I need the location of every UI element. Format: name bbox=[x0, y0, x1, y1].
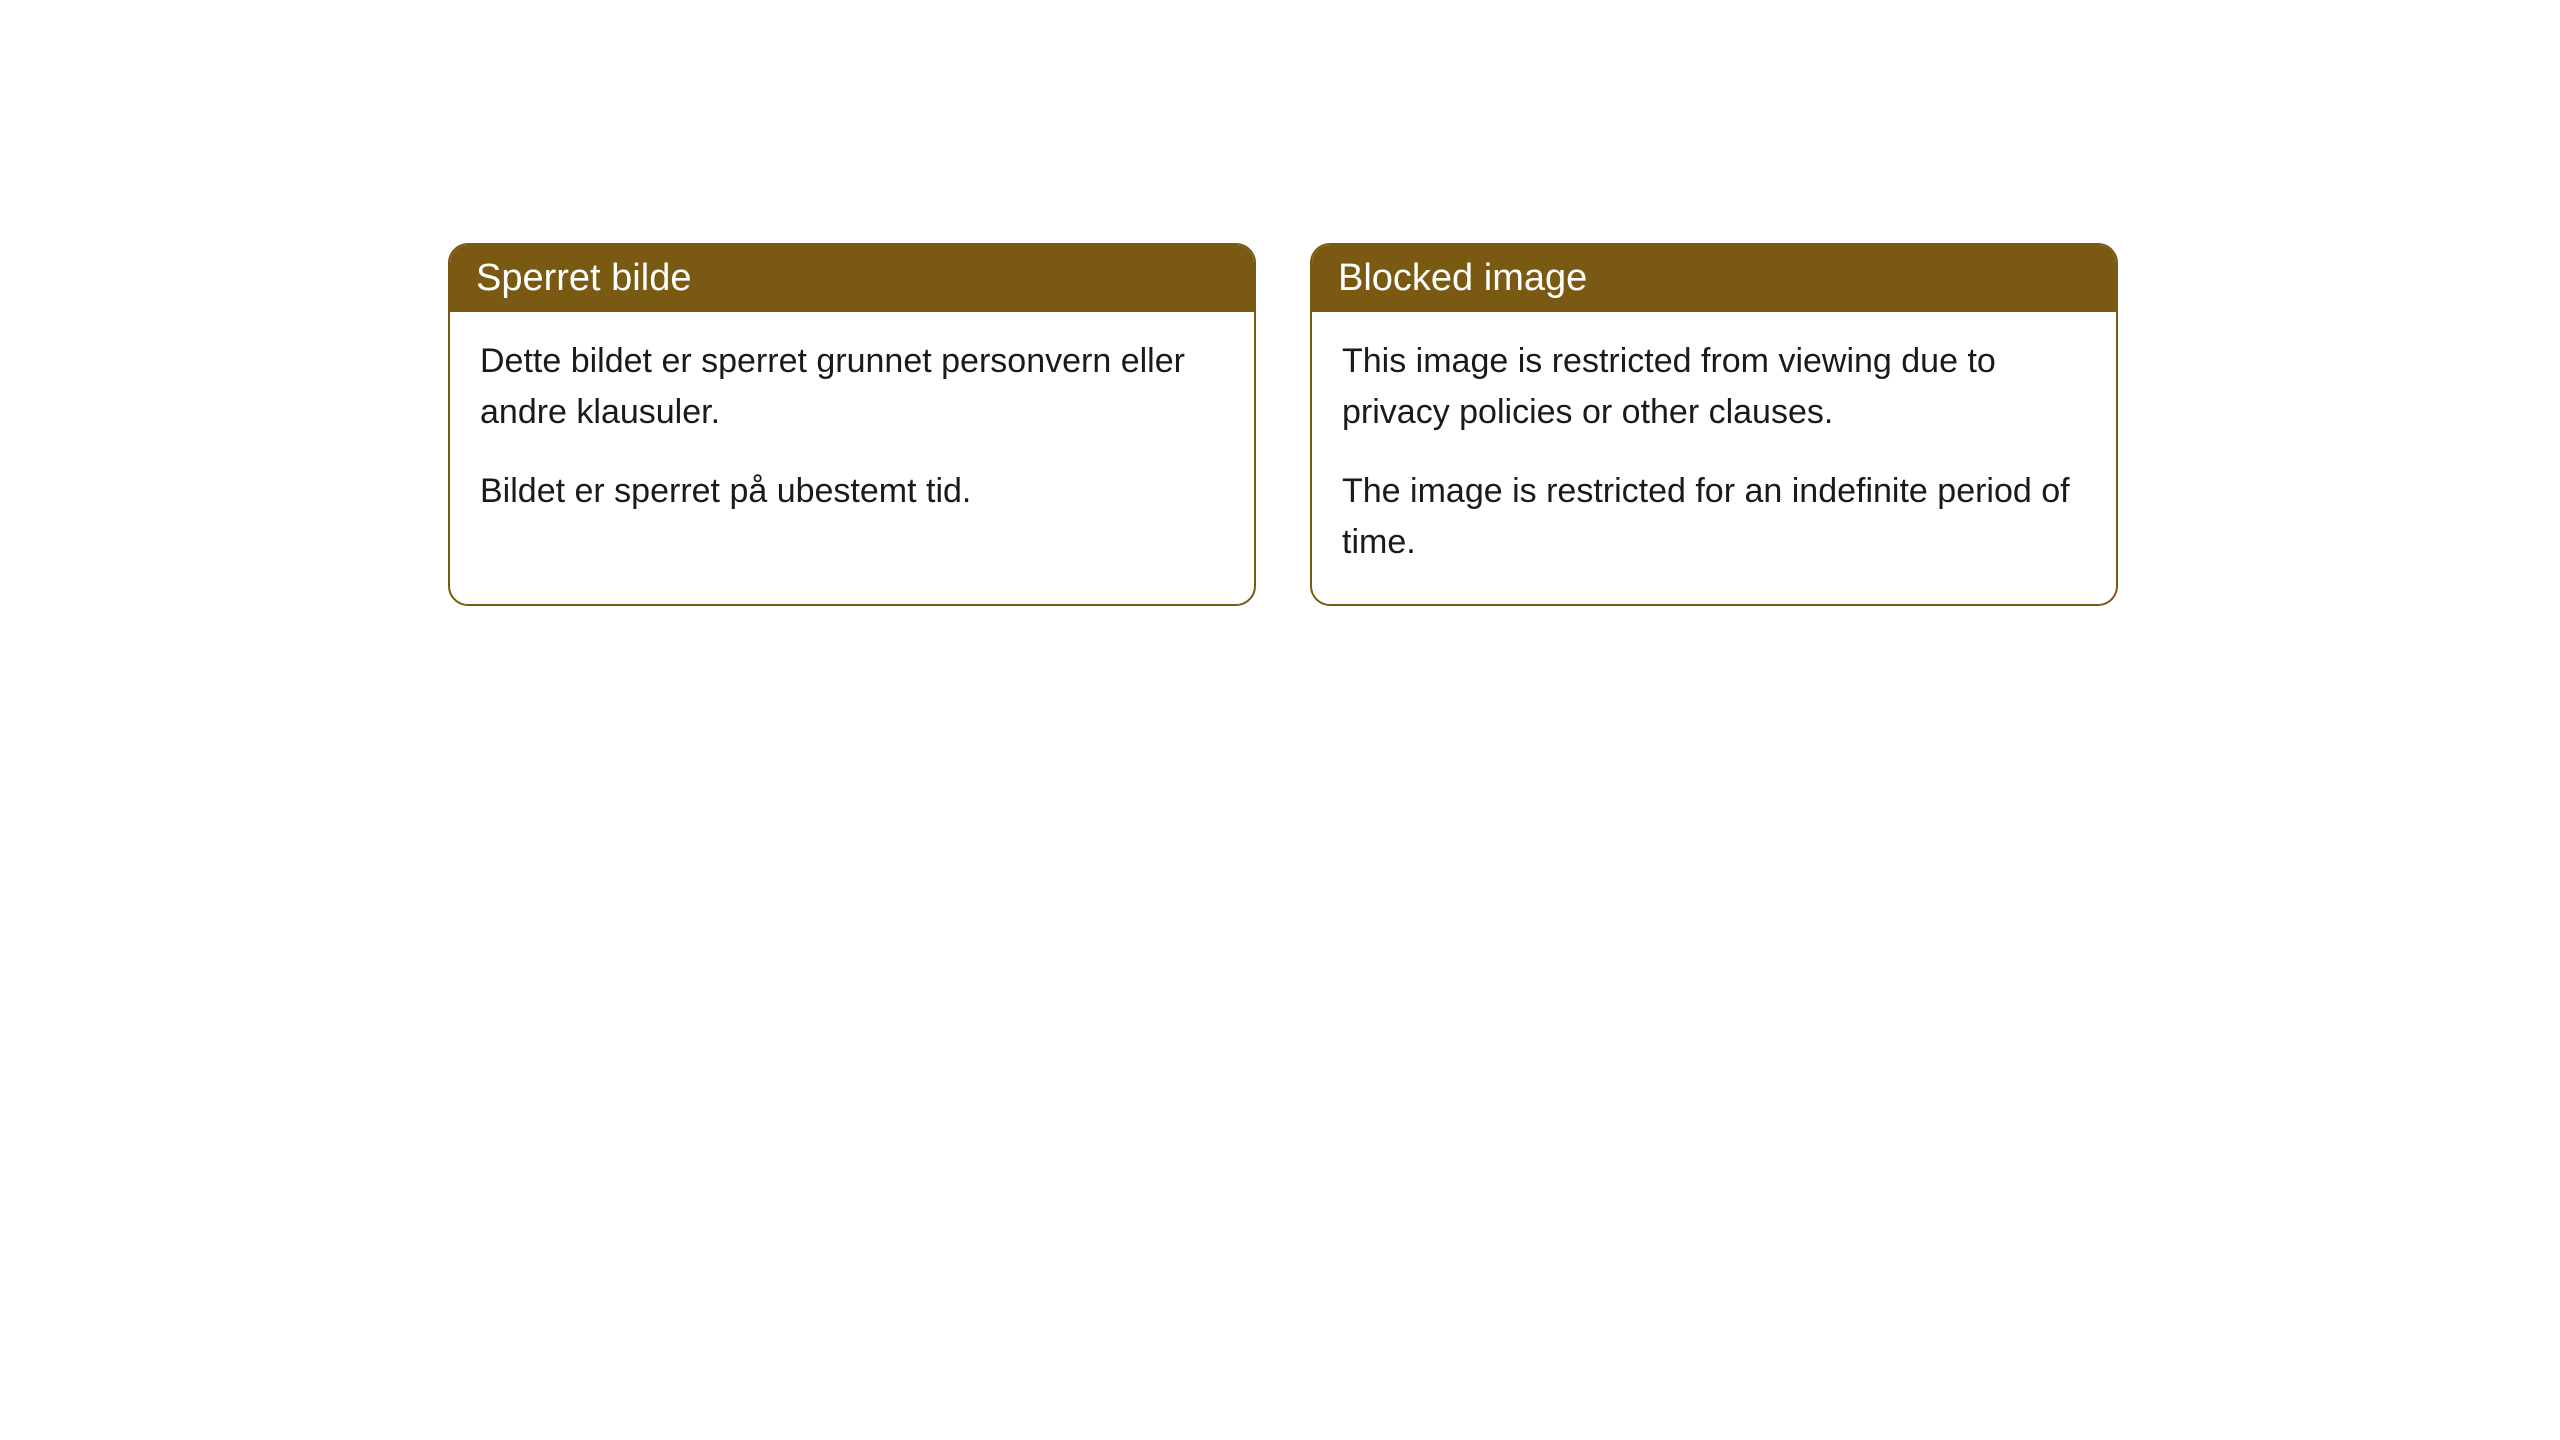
card-title: Sperret bilde bbox=[476, 257, 691, 299]
card-body: Dette bildet er sperret grunnet personve… bbox=[450, 312, 1254, 553]
card-paragraph: Dette bildet er sperret grunnet personve… bbox=[480, 336, 1224, 438]
notice-card-norwegian: Sperret bilde Dette bildet er sperret gr… bbox=[448, 243, 1256, 606]
card-paragraph: Bildet er sperret på ubestemt tid. bbox=[480, 466, 1224, 517]
card-paragraph: The image is restricted for an indefinit… bbox=[1342, 466, 2086, 568]
notice-cards-container: Sperret bilde Dette bildet er sperret gr… bbox=[448, 243, 2118, 606]
card-header: Blocked image bbox=[1312, 245, 2116, 312]
card-header: Sperret bilde bbox=[450, 245, 1254, 312]
card-paragraph: This image is restricted from viewing du… bbox=[1342, 336, 2086, 438]
notice-card-english: Blocked image This image is restricted f… bbox=[1310, 243, 2118, 606]
card-body: This image is restricted from viewing du… bbox=[1312, 312, 2116, 604]
card-title: Blocked image bbox=[1338, 257, 1587, 299]
